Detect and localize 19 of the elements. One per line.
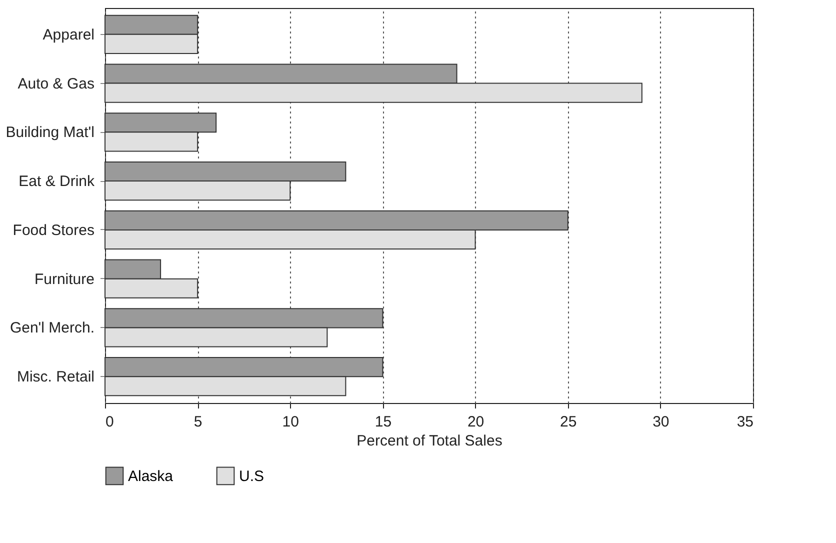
x-tick-label: 30 bbox=[652, 414, 670, 430]
y-tick-label: Furniture bbox=[34, 270, 94, 288]
legend-label: U.S bbox=[239, 468, 264, 485]
x-tick-label: 15 bbox=[374, 414, 392, 430]
x-axis-title: Percent of Total Sales bbox=[356, 432, 502, 450]
y-tick-label: Gen'l Merch. bbox=[10, 320, 94, 337]
y-tick-label: Building Mat'l bbox=[6, 124, 94, 142]
y-tick-label: Food Stores bbox=[12, 222, 94, 239]
x-tick-label: 5 bbox=[194, 414, 202, 430]
x-tick-label: 25 bbox=[560, 414, 577, 430]
x-tick-label: 10 bbox=[282, 414, 299, 430]
y-tick-label: Auto & Gas bbox=[18, 75, 94, 92]
y-tick-label: Misc. Retail bbox=[16, 368, 94, 386]
y-tick-label: Eat & Drink bbox=[18, 173, 95, 190]
x-tick-label: 0 bbox=[106, 414, 114, 430]
legend-label: Alaska bbox=[128, 468, 174, 485]
x-tick-label: 20 bbox=[467, 414, 484, 430]
y-tick-label: Apparel bbox=[42, 26, 94, 44]
x-tick-label: 35 bbox=[736, 414, 754, 430]
